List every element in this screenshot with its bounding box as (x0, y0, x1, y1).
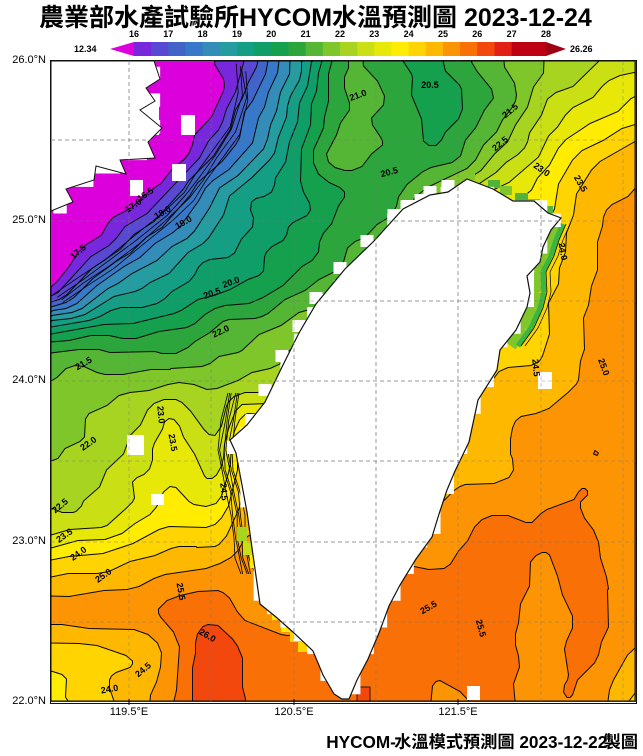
svg-text:24.5: 24.5 (530, 359, 541, 377)
svg-text:25.5: 25.5 (175, 582, 188, 601)
svg-text:2023-12-24: 2023-12-24 (457, 4, 592, 32)
svg-text:25.5: 25.5 (474, 618, 488, 638)
svg-text:24.5: 24.5 (218, 483, 229, 501)
svg-text:24.0: 24.0 (100, 683, 119, 696)
svg-text:HYCOM: HYCOM (239, 4, 332, 32)
svg-text:2023-12-22: 2023-12-22 (515, 732, 608, 752)
svg-text:20.5: 20.5 (421, 80, 439, 90)
svg-text:23.0: 23.0 (155, 406, 166, 424)
svg-text:20.5: 20.5 (379, 165, 399, 179)
svg-text:HYCOM-: HYCOM- (326, 732, 396, 752)
svg-text:23.5: 23.5 (167, 433, 180, 452)
svg-text:24.0: 24.0 (557, 242, 570, 261)
